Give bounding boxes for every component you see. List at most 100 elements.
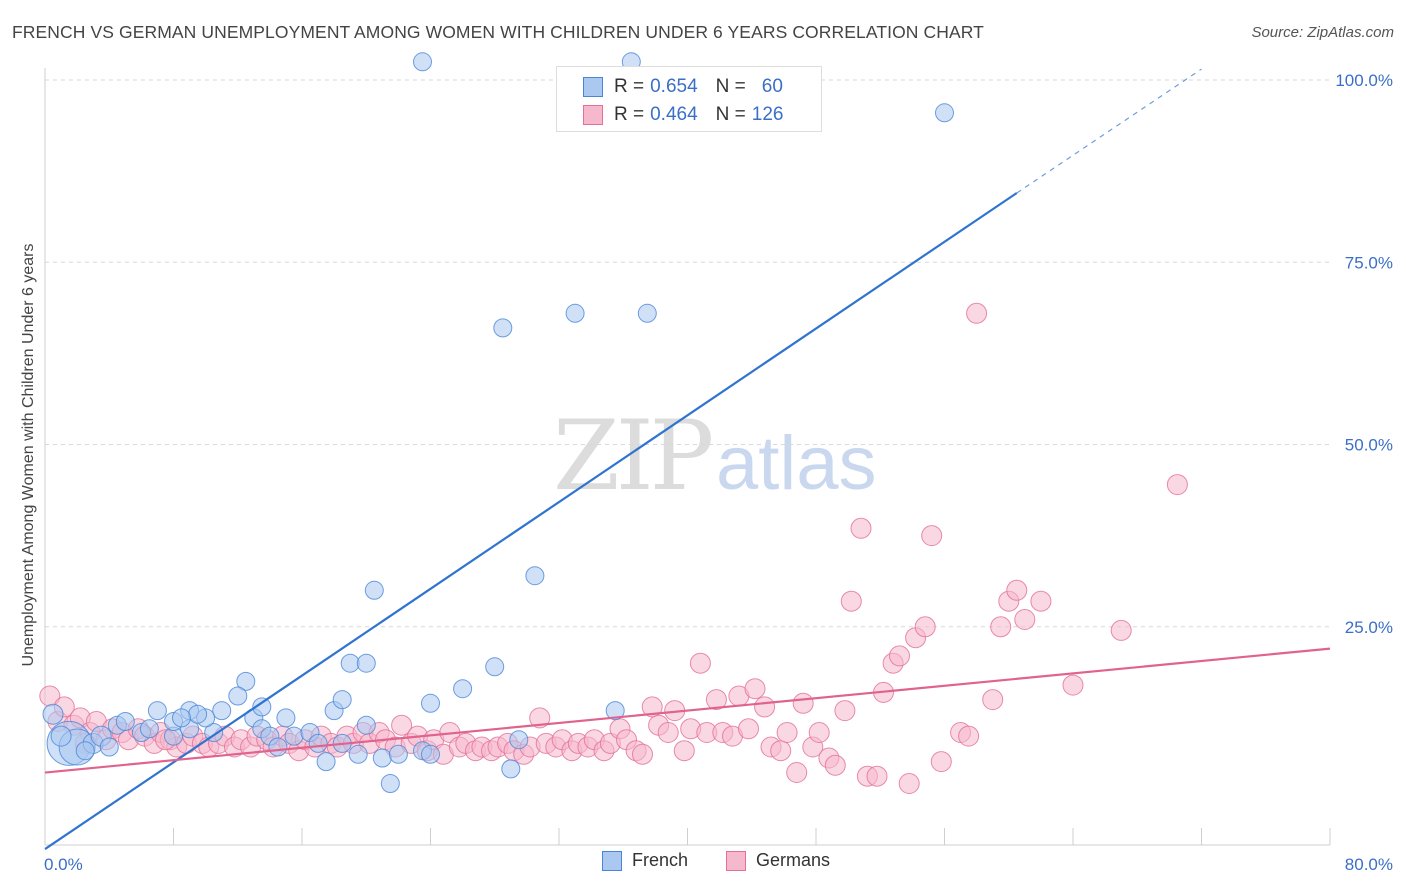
germans-trend-line	[44, 647, 1331, 774]
french-point-3	[50, 725, 72, 747]
french-point-7	[115, 712, 135, 731]
french-point-46	[453, 679, 473, 699]
germans-point-101	[850, 517, 872, 539]
french-point-27	[284, 726, 304, 746]
french-n-value: 60	[761, 76, 783, 97]
french-point-10	[147, 701, 167, 721]
french-point-9	[139, 719, 159, 739]
germans-point-115	[982, 689, 1004, 711]
germans-point-123	[1166, 474, 1188, 496]
germans-point-121	[1062, 674, 1084, 696]
legend-row-french: R = 0.654 N = 60	[583, 73, 783, 101]
y-tick-label-2: 75.0%	[1345, 253, 1393, 272]
germans-r-value: 0.464	[650, 104, 698, 125]
french-swatch	[583, 77, 603, 97]
germans-point-91	[770, 740, 792, 762]
series-legend: French Germans	[0, 850, 1406, 878]
germans-point-98	[824, 754, 846, 776]
french-point-39	[364, 580, 384, 600]
germans-point-74	[632, 743, 653, 765]
chart-title: FRENCH VS GERMAN UNEMPLOYMENT AMONG WOME…	[12, 22, 984, 42]
french-point-28	[268, 737, 288, 757]
germans-point-94	[792, 692, 814, 714]
germans-n-label: N =	[715, 104, 746, 125]
y-tick-label-0: 25.0%	[1345, 618, 1393, 637]
germans-point-88	[744, 678, 766, 700]
french-point-20	[236, 671, 256, 691]
legend-item-germans: Germans	[726, 850, 830, 871]
french-point-18	[188, 704, 208, 724]
germans-point-110	[921, 525, 943, 547]
french-point-16	[212, 701, 232, 721]
germans-point-93	[786, 762, 808, 783]
germans-point-96	[808, 722, 830, 743]
germans-point-79	[673, 740, 695, 762]
legend-row-germans: R = 0.464 N = 126	[583, 101, 783, 129]
french-point-34	[332, 690, 352, 710]
french-point-57	[935, 103, 954, 123]
watermark-zip: ZIP	[553, 400, 714, 512]
germans-point-83	[705, 689, 727, 711]
french-point-49	[509, 730, 529, 750]
french-point-44	[421, 693, 440, 713]
french-n-label: N =	[715, 76, 746, 97]
legend-item-french: French	[602, 850, 688, 871]
germans-point-106	[889, 645, 910, 667]
germans-point-92	[776, 722, 798, 743]
french-point-40	[372, 748, 392, 768]
french-r-value: 0.654	[650, 76, 698, 97]
germans-point-119	[1014, 609, 1036, 630]
french-point-55	[413, 52, 432, 72]
french-legend-label: French	[632, 850, 689, 870]
germans-point-107	[898, 773, 920, 794]
french-point-51	[493, 318, 513, 338]
french-point-47	[485, 657, 505, 677]
germans-point-87	[738, 718, 759, 740]
germans-point-114	[966, 302, 988, 324]
chart-source: Source: ZipAtlas.com	[1251, 24, 1394, 41]
french-point-36	[340, 653, 360, 673]
germans-r-label: R =	[614, 104, 645, 125]
french-point-25	[276, 708, 296, 728]
germans-point-111	[930, 751, 952, 773]
germans-point-116	[990, 616, 1012, 638]
y-tick-label-3: 100.0%	[1335, 71, 1393, 90]
french-point-31	[316, 752, 336, 772]
germans-n-value: 126	[751, 104, 784, 125]
french-trend-line	[44, 192, 1018, 851]
germans-legend-swatch	[726, 850, 746, 871]
french-r-label: R =	[614, 76, 645, 97]
french-point-2	[42, 703, 64, 725]
germans-point-120	[1030, 590, 1052, 612]
french-point-52	[565, 303, 585, 323]
french-point-48	[501, 759, 521, 779]
germans-point-81	[689, 652, 711, 674]
french-point-37	[356, 653, 376, 673]
germans-point-89	[754, 696, 776, 718]
french-point-30	[308, 733, 328, 753]
germans-point-118	[1006, 579, 1028, 601]
french-legend-swatch	[602, 850, 622, 871]
germans-point-100	[840, 590, 862, 612]
x-tick-label-0: 0.0%	[44, 855, 83, 874]
germans-swatch	[583, 105, 603, 125]
french-trend-line-extension	[1016, 68, 1202, 194]
germans-point-77	[657, 722, 679, 743]
french-point-42	[388, 744, 408, 764]
french-point-38	[356, 715, 376, 735]
french-point-41	[380, 774, 400, 793]
french-point-54	[605, 701, 625, 721]
french-point-58	[99, 737, 119, 757]
germans-point-113	[958, 725, 980, 747]
germans-point-122	[1110, 619, 1132, 641]
french-point-19	[172, 708, 191, 728]
french-point-45	[421, 744, 440, 764]
french-point-23	[252, 697, 272, 717]
germans-point-44	[391, 714, 413, 736]
germans-point-109	[914, 616, 936, 638]
correlation-legend: R = 0.654 N = 60 R = 0.464 N = 126	[556, 66, 822, 132]
french-point-53	[637, 303, 657, 323]
germans-point-61	[529, 707, 551, 729]
french-point-35	[348, 744, 368, 764]
